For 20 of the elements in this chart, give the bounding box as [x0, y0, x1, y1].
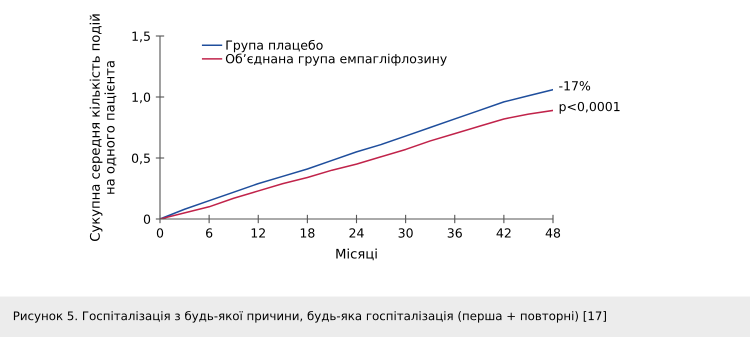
y-axis-title: Сукупна середня кількість подій на одного пацієнта: [90, 14, 116, 242]
x-tick-label: 30: [398, 228, 413, 238]
x-tick-label: 48: [546, 228, 560, 238]
legend-label: Група плацебо: [226, 40, 323, 52]
x-tick-label: 24: [349, 228, 364, 238]
text: Рисунок 5. Госпіталізація з будь-якої причини, будь-яка госпіталізація (перша + повторні) [17]: [14, 310, 606, 323]
annotation: -17%: [559, 81, 590, 91]
y-tick-label: 1,0: [132, 92, 150, 104]
x-tick-label: 12: [252, 228, 265, 238]
x-tick-label: 0: [156, 228, 164, 238]
x-tick-label: 36: [448, 228, 462, 238]
y-tick-label: 1,5: [132, 32, 150, 42]
y-tick-label: 0: [144, 214, 150, 224]
x-tick-label: 42: [496, 228, 511, 238]
x-tick-label: 18: [300, 228, 314, 238]
x-tick-label: 6: [206, 228, 212, 238]
y-tick-label: 0,5: [132, 153, 150, 164]
x-axis-title: Місяці: [336, 248, 377, 260]
legend-label: Об’єднана група емпагліфлозину: [226, 53, 447, 66]
annotation: p<0,0001: [560, 102, 620, 114]
